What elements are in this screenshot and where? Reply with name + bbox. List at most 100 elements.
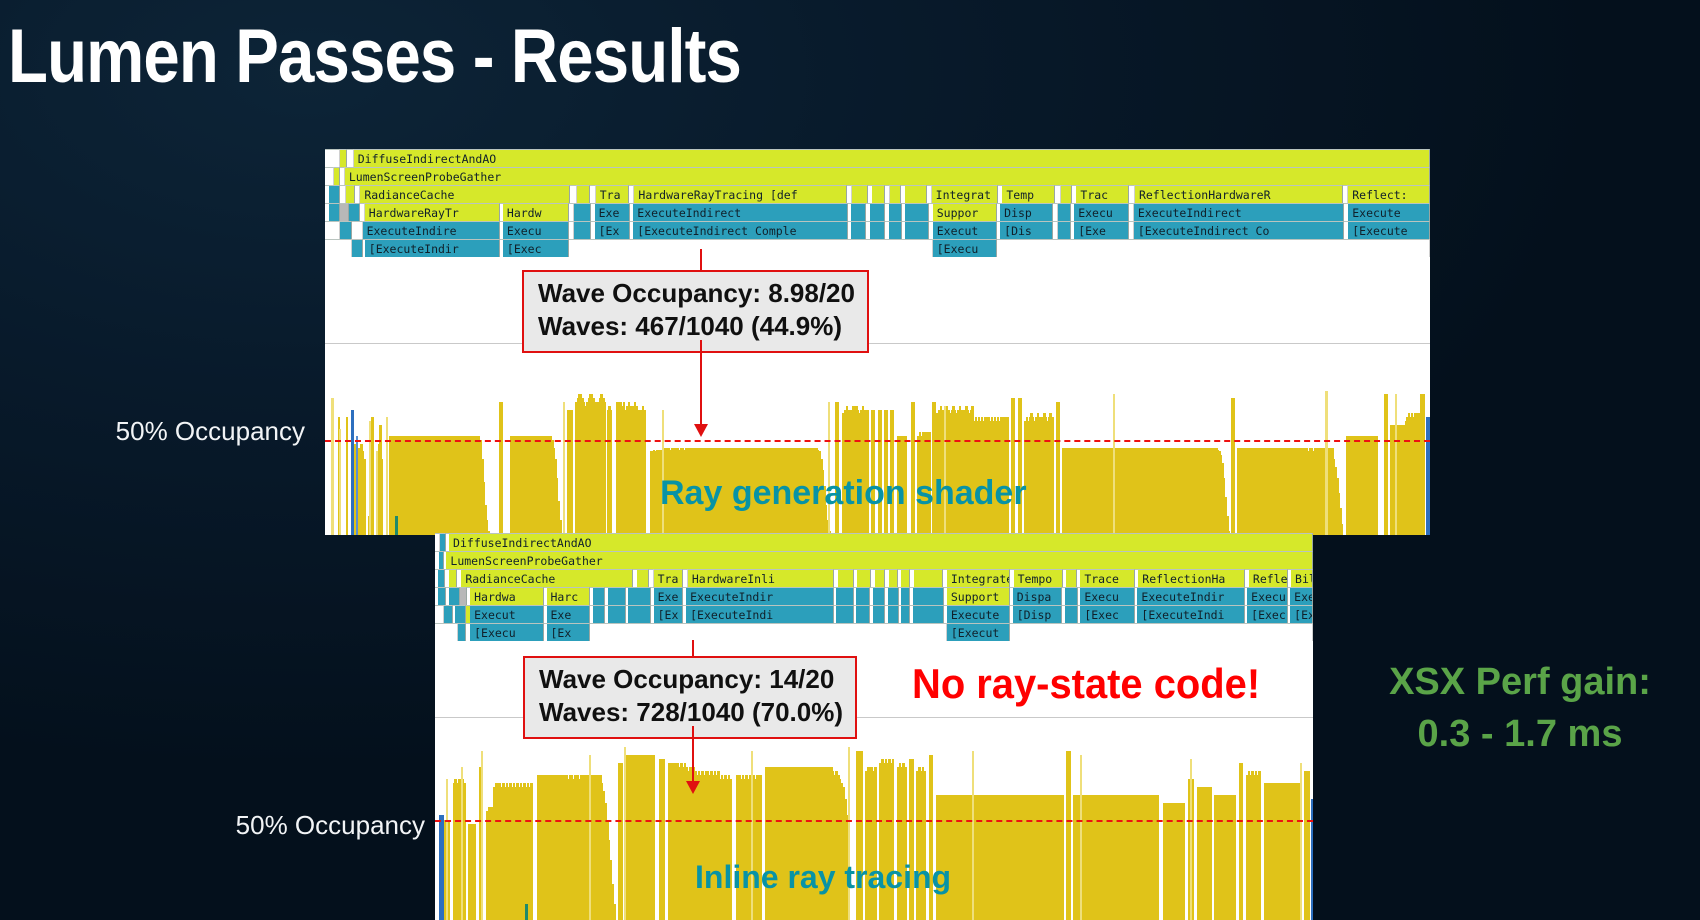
timeline-block-tempo[interactable]: Tempo (1013, 569, 1063, 587)
timeline-block[interactable] (1060, 185, 1072, 203)
timeline-block[interactable] (1066, 569, 1077, 587)
timeline-block--execu[interactable]: [Execu (932, 239, 997, 257)
timeline-block[interactable] (1055, 185, 1061, 203)
timeline-block[interactable] (850, 203, 867, 221)
timeline-block--ex[interactable]: [Ex (653, 605, 684, 623)
timeline-block[interactable] (325, 239, 352, 257)
timeline-block[interactable] (325, 149, 341, 167)
timeline-block[interactable] (340, 203, 350, 221)
timeline-block-executeindir[interactable]: ExecuteIndir (686, 587, 834, 605)
timeline-block-tra[interactable]: Tra (653, 569, 684, 587)
timeline-block[interactable] (349, 203, 361, 221)
timeline-block--execute[interactable]: [Execute (1348, 221, 1430, 239)
timeline-block-dispa[interactable]: Dispa (1012, 587, 1062, 605)
timeline-block[interactable] (449, 569, 457, 587)
timeline-block[interactable] (607, 605, 626, 623)
timeline-block[interactable] (354, 185, 361, 203)
timeline-block-harc[interactable]: Harc (546, 587, 591, 605)
timeline-block-radiancecache[interactable]: RadianceCache (461, 569, 633, 587)
timeline-block-execut[interactable]: Execut (470, 605, 544, 623)
timeline-block-diffuseindirectandao[interactable]: DiffuseIndirectAndAO (353, 149, 1430, 167)
timeline-block--exec[interactable]: [Exec (1080, 605, 1135, 623)
timeline-row[interactable]: [Execu [Ex [Execut (435, 623, 1313, 641)
timeline-block[interactable] (846, 185, 853, 203)
timeline-block-lumenscreenprobegather[interactable]: LumenScreenProbeGather (344, 167, 1430, 185)
timeline-block[interactable] (636, 569, 650, 587)
timeline-block[interactable] (901, 587, 910, 605)
timeline-block-suppor[interactable]: Suppor (932, 203, 997, 221)
bottom-timeline-tracks[interactable]: DiffuseIndirectAndAO LumenScreenProbeGath… (435, 533, 1313, 648)
timeline-row[interactable]: DiffuseIndirectAndAO (435, 533, 1313, 551)
timeline-block[interactable] (573, 203, 592, 221)
timeline-block-support[interactable]: Support (946, 587, 1011, 605)
timeline-block-hardwa[interactable]: Hardwa (470, 587, 544, 605)
timeline-block-execu[interactable]: Execu (1074, 203, 1130, 221)
timeline-block[interactable] (628, 587, 651, 605)
timeline-block[interactable] (1129, 185, 1135, 203)
timeline-block[interactable] (325, 167, 334, 185)
timeline-block[interactable] (590, 185, 596, 203)
timeline-block[interactable] (850, 221, 867, 239)
timeline-block-reflectionhardwarer[interactable]: ReflectionHardwareR (1134, 185, 1343, 203)
timeline-block[interactable] (345, 185, 355, 203)
timeline-block[interactable] (1057, 221, 1071, 239)
timeline-block[interactable] (869, 203, 886, 221)
timeline-block[interactable] (901, 569, 910, 587)
timeline-block[interactable] (457, 623, 466, 641)
timeline-row[interactable]: DiffuseIndirectAndAO (325, 149, 1430, 167)
timeline-block[interactable] (435, 605, 444, 623)
timeline-block[interactable] (570, 185, 577, 203)
timeline-block[interactable] (455, 605, 466, 623)
timeline-block--execut[interactable]: [Execut (946, 623, 1011, 641)
timeline-block[interactable] (437, 587, 447, 605)
timeline-block-tra[interactable]: Tra (595, 185, 629, 203)
timeline-block-execute[interactable]: Execute (1348, 203, 1430, 221)
timeline-block--exec[interactable]: [Exec (502, 239, 570, 257)
timeline-block[interactable] (628, 185, 635, 203)
timeline-row[interactable]: Execut Exe [Ex [ExecuteIndi Execute [Disp [Exe… (435, 605, 1313, 623)
timeline-block-execut[interactable]: Execut (932, 221, 997, 239)
timeline-block-executeindire[interactable]: ExecuteIndire (362, 221, 500, 239)
timeline-block[interactable] (576, 185, 591, 203)
timeline-block--executeindi[interactable]: [ExecuteIndi (686, 605, 834, 623)
timeline-block[interactable] (325, 221, 341, 239)
timeline-block--exec[interactable]: [Exec (1247, 605, 1288, 623)
timeline-block[interactable] (888, 587, 899, 605)
timeline-block[interactable] (449, 587, 460, 605)
timeline-block[interactable] (856, 605, 871, 623)
timeline-block[interactable] (888, 605, 899, 623)
timeline-block[interactable] (440, 533, 446, 551)
timeline-block-trace[interactable]: Trace (1080, 569, 1135, 587)
timeline-block-temp[interactable]: Temp (1002, 185, 1056, 203)
timeline-block--ex[interactable]: [Ex (1290, 605, 1313, 623)
timeline-block[interactable] (435, 623, 458, 641)
timeline-block[interactable] (329, 185, 341, 203)
timeline-block[interactable] (333, 167, 341, 185)
timeline-block--execu[interactable]: [Execu (470, 623, 544, 641)
timeline-block[interactable] (869, 221, 886, 239)
timeline-block[interactable] (437, 569, 445, 587)
timeline-block-execu[interactable]: Execu (502, 221, 570, 239)
timeline-block--executeindi[interactable]: [ExecuteIndi (1137, 605, 1245, 623)
timeline-block[interactable] (888, 203, 902, 221)
timeline-block[interactable] (838, 569, 854, 587)
timeline-row[interactable]: [ExecuteIndir [Exec [Execu (325, 239, 1430, 257)
timeline-block[interactable] (628, 605, 651, 623)
timeline-block-lumenscreenprobegather[interactable]: LumenScreenProbeGather (446, 551, 1313, 569)
timeline-block[interactable] (435, 533, 441, 551)
timeline-block-refle[interactable]: Refle (1248, 569, 1288, 587)
timeline-block--executeindirect-comple[interactable]: [ExecuteIndirect Comple (633, 221, 848, 239)
timeline-block[interactable] (852, 185, 868, 203)
timeline-block-exe[interactable]: Exe (594, 203, 630, 221)
timeline-block-executeindirect[interactable]: ExecuteIndirect (633, 203, 848, 221)
timeline-block--dis[interactable]: [Dis (1000, 221, 1054, 239)
timeline-block[interactable] (874, 569, 886, 587)
timeline-block-diffuseindirectandao[interactable]: DiffuseIndirectAndAO (449, 533, 1313, 551)
timeline-block--executeindirect-co[interactable]: [ExecuteIndirect Co (1133, 221, 1344, 239)
timeline-block[interactable] (1342, 185, 1349, 203)
timeline-block-trac[interactable]: Trac (1076, 185, 1130, 203)
timeline-block-bil[interactable]: Bil (1291, 569, 1313, 587)
timeline-block[interactable] (1065, 587, 1078, 605)
timeline-block-integrat[interactable]: Integrat (931, 185, 998, 203)
timeline-block[interactable] (593, 587, 606, 605)
